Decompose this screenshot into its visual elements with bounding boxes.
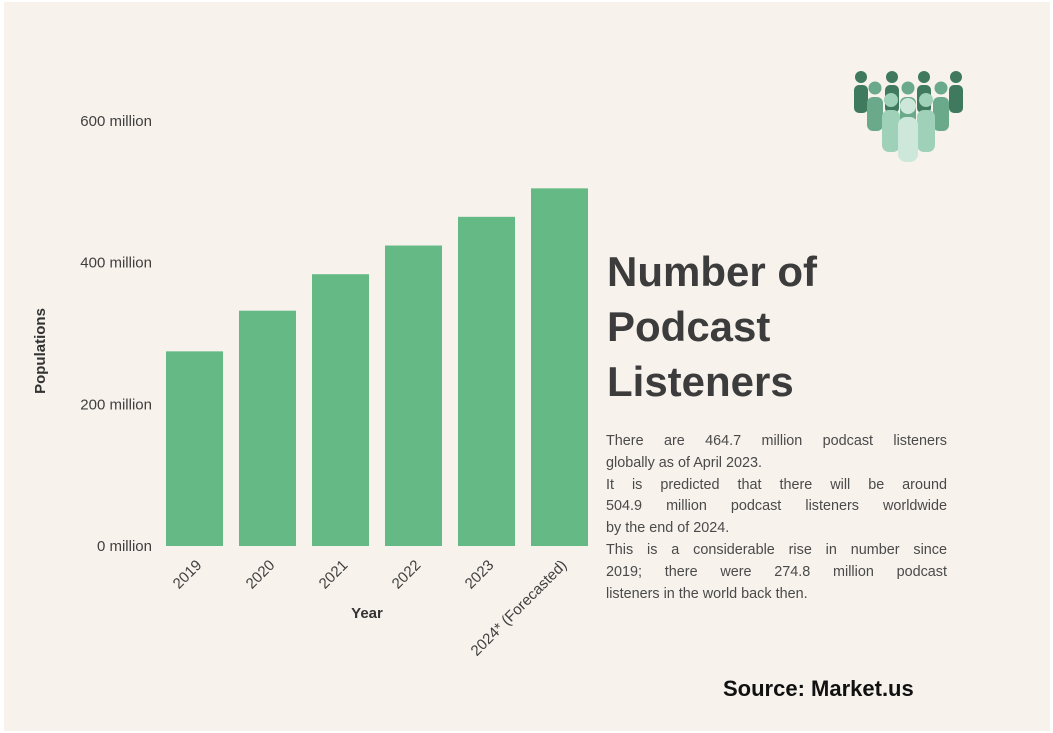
- description-line: by the end of 2024.: [606, 520, 730, 537]
- bars-group: [166, 188, 588, 547]
- page-title: Number of Podcast Listeners: [607, 244, 937, 409]
- description-line: 504.9 million podcast listeners worldwid…: [606, 498, 947, 515]
- title-line: Number of: [607, 248, 817, 295]
- bar-2021: [312, 274, 369, 546]
- description-line: It is predicted that there will be aroun…: [606, 476, 947, 493]
- y-axis: 0 million 200 million 400 million 600 milli…: [80, 113, 152, 555]
- x-tick-label: 2023: [462, 557, 498, 593]
- y-tick-label: 0 million: [97, 538, 152, 555]
- bar-2023: [458, 216, 515, 546]
- people-group-icon: [850, 68, 968, 164]
- description-line: listeners in the world back then.: [606, 585, 808, 602]
- y-tick-label: 400 million: [80, 255, 152, 272]
- bar-2020: [239, 310, 296, 546]
- source-label: Source: Market.us: [723, 676, 914, 701]
- bar-2024: [531, 188, 588, 547]
- x-axis-title: Year: [351, 605, 383, 622]
- bar-2022: [385, 245, 442, 546]
- y-tick-label: 600 million: [80, 113, 152, 130]
- x-tick-label: 2019: [170, 557, 206, 593]
- title-line: Podcast: [607, 303, 771, 350]
- description-line: 2019; there were 274.8 million podcast: [606, 563, 947, 580]
- title-line: Listeners: [607, 358, 794, 405]
- bar-2019: [166, 351, 223, 546]
- description-paragraph: There are 464.7 million podcast listener…: [606, 431, 947, 605]
- x-tick-label: 2020: [243, 557, 279, 593]
- description-line: There are 464.7 million podcast listener…: [606, 433, 947, 449]
- y-tick-label: 200 million: [80, 396, 152, 413]
- description-line: This is a considerable rise in number si…: [606, 541, 947, 558]
- description-line: globally as of April 2023.: [606, 454, 762, 471]
- x-tick-label: 2021: [316, 557, 352, 593]
- x-tick-label: 2022: [389, 557, 425, 593]
- y-axis-title: Populations: [32, 308, 49, 394]
